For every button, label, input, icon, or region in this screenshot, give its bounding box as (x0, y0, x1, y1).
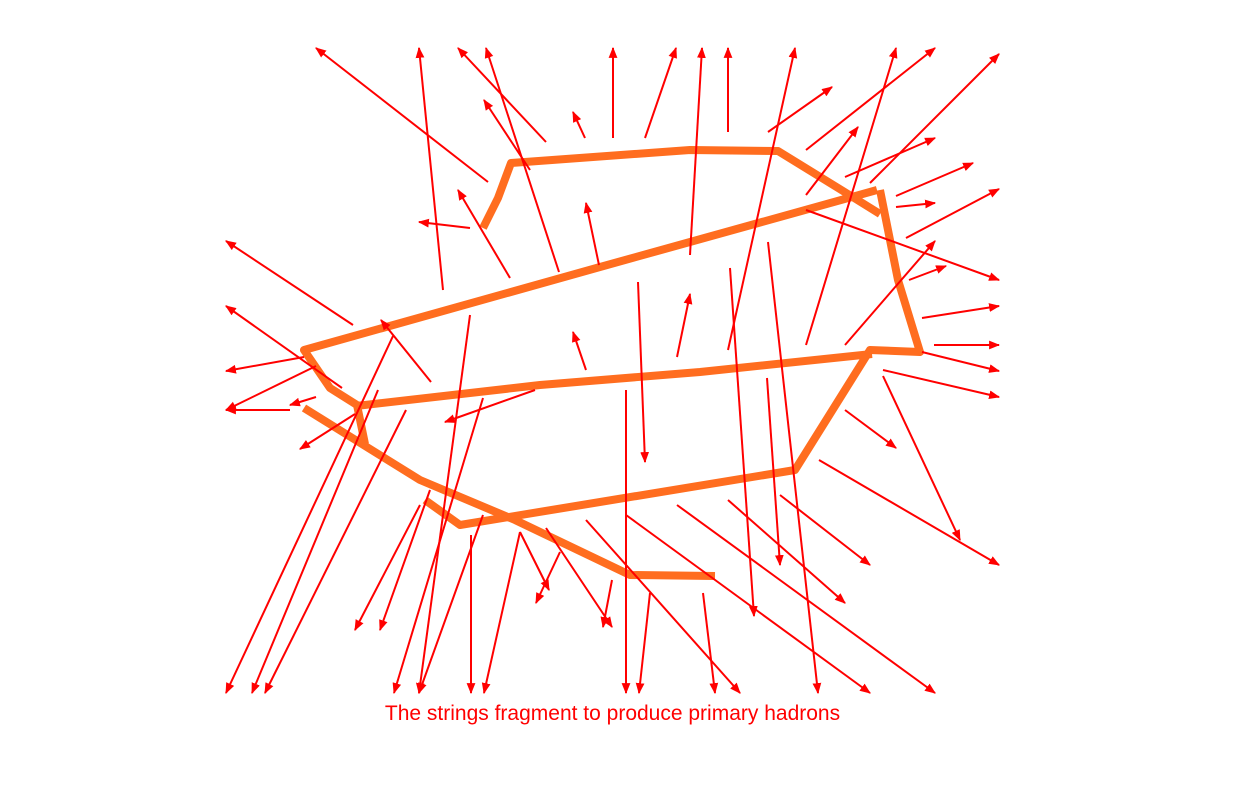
hadron-arrow (225, 365, 317, 411)
hadron-arrow (417, 218, 471, 229)
hadron-arrow (805, 209, 1001, 281)
hadron-arrow (264, 409, 407, 694)
color-strings (300, 146, 924, 580)
hadron-arrow (535, 551, 561, 604)
hadron-arrow (767, 86, 833, 133)
color-string-5 (355, 350, 873, 410)
hadron-arrow (585, 519, 741, 694)
hadron-arrow (844, 137, 937, 178)
hadron-arrow (457, 189, 511, 279)
hadron-arrow (805, 126, 859, 196)
hadron-arrow (583, 201, 600, 266)
hadron-arrow (905, 188, 1000, 239)
hadron-arrow (676, 292, 693, 358)
hadron-arrow (251, 389, 379, 695)
hadron-arrow (418, 514, 484, 695)
hadron-arrow (483, 99, 531, 171)
hadron-arrow (882, 369, 1001, 400)
hadron-arrow (908, 265, 948, 281)
hadron-arrow (519, 531, 550, 591)
hadron-arrow (572, 330, 587, 371)
hadron-arrow (844, 240, 936, 346)
hadron-arrow (354, 504, 421, 631)
hadron-arrow (729, 267, 758, 618)
hadron-arrow (224, 356, 305, 374)
hadron-arrow (572, 111, 586, 139)
hadron-arrow (895, 199, 937, 209)
hadron-arrow (689, 46, 706, 256)
hadron-arrow (727, 46, 798, 351)
diagram-caption: The strings fragment to produce primary … (384, 702, 841, 725)
hadron-arrow (779, 494, 871, 566)
hadron-arrow (676, 504, 936, 694)
color-string-4 (422, 189, 924, 529)
hadron-arrow (844, 409, 897, 449)
hadron-arrow (380, 319, 432, 383)
hadron-arrow (767, 241, 822, 695)
hadron-arrow (644, 46, 677, 139)
hadron-arrow (805, 46, 898, 346)
hadron-arrow (727, 499, 846, 604)
hadron-arrow (225, 305, 343, 389)
hadron-arrow (443, 389, 536, 423)
hadron-arrow (625, 514, 871, 694)
hadron-arrow (379, 489, 431, 632)
hadron-arrow (702, 592, 719, 695)
hadron-arrow (315, 47, 489, 183)
hadron-arrow (288, 396, 317, 407)
hadron-arrow (869, 53, 1000, 184)
hadron-arrow (481, 531, 521, 695)
hadron-arrow (637, 281, 650, 464)
hadron-arrow (299, 413, 356, 450)
hadron-arrow (805, 47, 936, 151)
hadron-arrow (545, 527, 613, 628)
hadron-arrow (225, 335, 394, 694)
hadron-arrow (415, 46, 444, 291)
hadron-arrow (921, 351, 1001, 373)
hadron-arrow (766, 377, 784, 567)
primary-hadrons (224, 46, 1001, 695)
hadron-arrow (225, 240, 354, 326)
color-string-1 (479, 146, 883, 230)
hadron-arrow (635, 592, 651, 695)
hadron-arrow (415, 314, 471, 695)
hadron-arrow (818, 459, 1000, 566)
hadron-arrow (921, 303, 1001, 319)
hadron-arrow (895, 162, 975, 197)
hadron-arrow (882, 375, 961, 541)
